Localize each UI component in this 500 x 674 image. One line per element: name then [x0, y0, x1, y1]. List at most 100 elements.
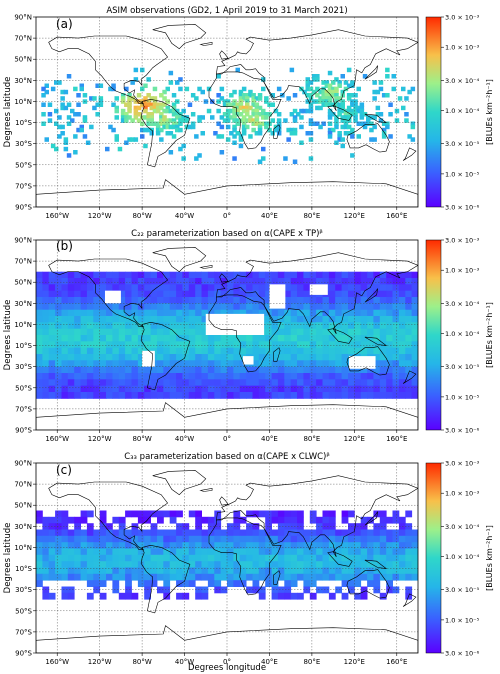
heat-cell — [118, 284, 126, 292]
heat-cell — [350, 134, 355, 139]
heat-cell — [335, 335, 342, 342]
heat-cell — [386, 278, 393, 285]
heat-cell — [48, 297, 56, 304]
heat-cell — [60, 131, 65, 136]
heat-cell — [354, 303, 362, 311]
heat-cell — [42, 347, 50, 355]
heat-cell — [144, 297, 151, 304]
heat-cell — [152, 86, 158, 92]
heat-cell — [303, 271, 311, 279]
heat-cell — [118, 347, 126, 355]
heat-cell — [163, 542, 171, 549]
heat-cell — [318, 99, 323, 104]
heat-cell — [42, 592, 50, 600]
heat-cell — [86, 523, 94, 530]
heat-cell — [348, 303, 355, 311]
heat-cell — [137, 548, 145, 556]
heat-cell — [337, 134, 342, 139]
heat-cell — [207, 347, 215, 355]
heat-cell — [405, 373, 413, 380]
heat-cell — [284, 523, 292, 530]
heat-cell — [144, 586, 151, 594]
heat-cell — [373, 548, 381, 556]
heat-cell — [162, 124, 167, 130]
heat-cell — [93, 573, 101, 581]
heat-cell — [67, 335, 75, 342]
heat-cell — [214, 347, 222, 355]
heat-cell — [214, 586, 222, 594]
heat-cell — [195, 290, 202, 298]
heat-cell — [182, 309, 190, 317]
heat-cell — [265, 516, 272, 524]
heat-cell — [348, 548, 355, 556]
panel-b-ylabel: Degrees latitude — [3, 300, 13, 371]
heat-cell — [241, 86, 247, 92]
heat-cell — [335, 290, 342, 298]
heat-cell — [328, 316, 336, 323]
heat-cell — [229, 102, 234, 107]
heat-cell — [316, 360, 323, 368]
heat-cell — [55, 284, 62, 292]
heat-cell — [214, 360, 222, 368]
heat-cell — [337, 102, 342, 107]
heat-cell — [163, 347, 171, 355]
heat-cell — [397, 96, 403, 101]
heat-cell — [303, 535, 311, 543]
heat-cell — [252, 580, 260, 587]
heat-cell — [337, 80, 342, 85]
heat-cell — [93, 586, 101, 594]
heat-cell — [354, 561, 362, 568]
panel-a-x-ticks: 160°W 120°W 80°W 40°W 0° 40°E 80°E 120°E 160°E — [45, 207, 407, 220]
heat-cell — [392, 529, 400, 537]
panel-a-coastline-8 — [364, 65, 378, 80]
heat-cell — [106, 573, 113, 581]
heat-cell — [373, 529, 381, 537]
heat-cell — [411, 303, 418, 311]
heat-cell — [157, 316, 164, 323]
heat-cell — [359, 102, 365, 107]
heat-cell — [157, 385, 164, 393]
heat-cell — [95, 102, 100, 107]
heat-cell — [233, 385, 241, 393]
heat-cell — [354, 379, 362, 387]
heat-cell — [277, 341, 285, 349]
heat-cell — [171, 108, 177, 114]
heat-cell — [392, 554, 400, 562]
heat-cell — [195, 561, 202, 568]
heat-cell — [197, 118, 202, 123]
heat-cell — [284, 592, 292, 600]
heat-cell — [233, 341, 241, 349]
heat-cell — [82, 118, 88, 123]
heat-cell — [112, 554, 120, 562]
heat-cell — [322, 586, 330, 594]
heat-cell — [80, 341, 88, 349]
heat-cell — [182, 278, 190, 285]
heat-cell — [316, 586, 323, 594]
heat-cell — [277, 586, 285, 594]
heat-cell — [233, 535, 241, 543]
heat-cell — [235, 102, 240, 107]
heat-cell — [137, 271, 145, 279]
heat-cell — [61, 335, 69, 342]
heat-cell — [176, 542, 183, 549]
heat-cell — [80, 373, 88, 380]
panel-b-colorbar-label: [BLUEs km⁻²h⁻¹] — [485, 302, 494, 368]
y-tick-label: 30°N — [14, 523, 32, 531]
heat-cell — [60, 102, 65, 107]
heat-cell — [146, 102, 151, 107]
heat-cell — [127, 105, 132, 111]
heat-cell — [55, 554, 62, 562]
y-tick-label: 50°S — [15, 384, 32, 392]
dry-region — [242, 356, 254, 365]
heat-cell — [219, 150, 225, 155]
heat-cell — [80, 561, 88, 568]
heat-cell — [303, 379, 311, 387]
heat-cell — [233, 290, 241, 298]
heat-cell — [144, 548, 151, 556]
heat-cell — [220, 290, 228, 298]
heat-cell — [41, 121, 46, 126]
heat-cell — [367, 535, 374, 543]
heat-cell — [227, 303, 234, 311]
heat-cell — [176, 592, 183, 600]
heat-cell — [348, 297, 355, 304]
